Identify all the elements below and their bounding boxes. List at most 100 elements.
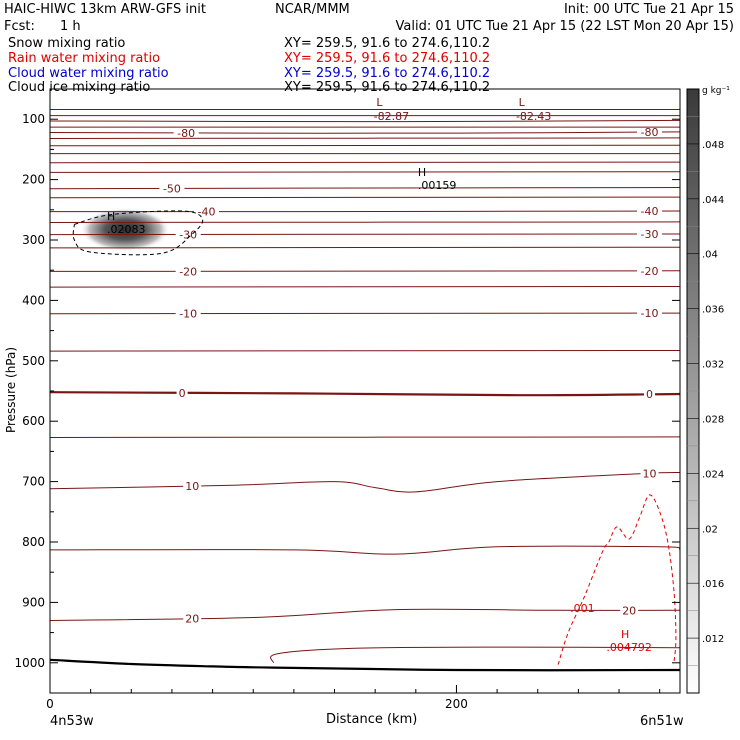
temperature-min-value: -82.43 (516, 110, 551, 123)
temperature-contour (50, 472, 680, 493)
y-tick-label: 400 (22, 293, 45, 307)
snow-shading-max (80, 207, 171, 252)
contour-label-bg (637, 264, 663, 277)
y-tick-label: 700 (22, 475, 45, 489)
colorbar-tick-label: .02 (702, 524, 718, 535)
temperature-contour (50, 187, 680, 190)
field-rain-xy: XY= 259.5, 91.6 to 274.6,110.2 (284, 51, 491, 66)
temperature-contour (270, 646, 680, 664)
snow-max-value: .00159 (418, 179, 457, 192)
y-tick-label: 100 (22, 112, 45, 126)
contour-label-bg (637, 205, 663, 218)
temperature-min-marker: L (376, 96, 383, 109)
forecast-hour: 1 h (60, 19, 81, 34)
temperature-contour (50, 270, 680, 272)
colorbar-tick-label: .036 (702, 305, 724, 316)
temperature-contour-label: -50 (163, 182, 181, 195)
temperature-contour (50, 171, 680, 173)
terrain-line (50, 658, 680, 672)
field-rain-label: Rain water mixing ratio (8, 51, 161, 66)
y-tick-label: 1000 (14, 656, 45, 670)
colorbar-tick-label: .044 (702, 195, 724, 206)
temperature-contour-label: 20 (622, 604, 636, 617)
field-snow-label: Snow mixing ratio (8, 36, 126, 51)
x-axis-label: Distance (km) (326, 712, 418, 727)
temperature-contour (50, 312, 680, 315)
temperature-contour-label: -40 (197, 206, 215, 219)
y-axis-label: Pressure (hPa) (4, 346, 18, 434)
temperature-contour (50, 391, 680, 397)
contour-label-bg (175, 265, 201, 278)
colorbar-tick-label: .032 (702, 360, 724, 371)
temperature-contour (50, 161, 680, 164)
temperature-contour-label: -20 (179, 265, 197, 278)
temperature-min-value: -82.87 (374, 110, 409, 123)
y-tick-label: 200 (22, 173, 45, 187)
temperature-contour-label: 0 (646, 388, 653, 401)
snow-max-marker: H (107, 210, 115, 223)
colorbar-tick-label: .04 (702, 250, 718, 261)
forecast-label: Fcst: (4, 19, 35, 34)
colorbar-tick-label: .016 (702, 579, 724, 590)
temperature-contour (50, 137, 680, 139)
contour-label-bg (159, 182, 185, 195)
temperature-contour-label: 10 (185, 480, 199, 493)
temperature-contour (50, 221, 680, 223)
field-snow-xy: XY= 259.5, 91.6 to 274.6,110.2 (284, 36, 491, 51)
colorbar-tick-label: .024 (702, 469, 724, 480)
temperature-contour-label: -20 (641, 265, 659, 278)
temperature-contour (50, 545, 680, 555)
contour-label-bg (173, 126, 199, 139)
snow-contour (72, 210, 204, 256)
field-cloudice-xy: XY= 259.5, 91.6 to 274.6,110.2 (284, 80, 491, 95)
x-tick-label: 0 (46, 697, 54, 711)
contour-label-bg (176, 386, 188, 399)
left-endpoint-label: 4n53w (50, 714, 94, 729)
colorbar-tick-label: .012 (702, 634, 724, 645)
temperature-contour (50, 131, 680, 134)
org-label: NCAR/MMM (275, 2, 350, 17)
x-tick-label: 200 (445, 697, 468, 711)
rain-max-value: .004792 (606, 641, 652, 654)
temperature-contour-label: -80 (177, 127, 195, 140)
temperature-contour-label: 10 (643, 467, 657, 480)
temperature-contour (50, 608, 680, 621)
y-tick-label: 500 (22, 354, 45, 368)
contour-label-bg (183, 480, 202, 493)
temperature-contour (50, 196, 680, 199)
contour-label-bg (620, 604, 639, 617)
y-tick-label: 600 (22, 414, 45, 428)
contour-label-bg (193, 205, 219, 218)
temperature-contour-label: -40 (641, 205, 659, 218)
y-tick-label: 300 (22, 233, 45, 247)
contour-label-bg (640, 467, 659, 480)
right-endpoint-label: 6n51w (640, 714, 684, 729)
temperature-contour (50, 210, 680, 213)
temperature-contour-label: -10 (179, 308, 197, 321)
temperature-contour-label: 20 (185, 612, 199, 625)
colorbar-tick-label: .028 (702, 414, 724, 425)
rain-water-contour-label: .001 (570, 602, 595, 615)
temperature-contour-label: -30 (641, 228, 659, 241)
contour-label-bg (637, 227, 663, 240)
temperature-contour (50, 436, 680, 438)
model-title: HAIC-HIWC 13km ARW-GFS init (4, 2, 206, 17)
rain-max-marker: H (621, 628, 629, 641)
contour-label-bg (175, 307, 201, 320)
temperature-contour-label: -10 (641, 307, 659, 320)
y-tick-label: 900 (22, 595, 45, 609)
temperature-contour (50, 233, 680, 236)
temperature-contour (50, 119, 680, 123)
init-time: Init: 00 UTC Tue 21 Apr 15 (563, 2, 734, 17)
colorbar-unit: g kg⁻¹ (702, 86, 730, 96)
contour-label-bg (637, 126, 663, 139)
snow-max-value: .02083 (107, 223, 146, 236)
field-cloudwater-label: Cloud water mixing ratio (8, 66, 169, 81)
temperature-contour-label: -30 (179, 228, 197, 241)
contour-label-bg (183, 612, 202, 625)
temperature-contour (50, 286, 680, 288)
snow-max-marker: H (418, 166, 426, 179)
temperature-contour (50, 350, 680, 352)
